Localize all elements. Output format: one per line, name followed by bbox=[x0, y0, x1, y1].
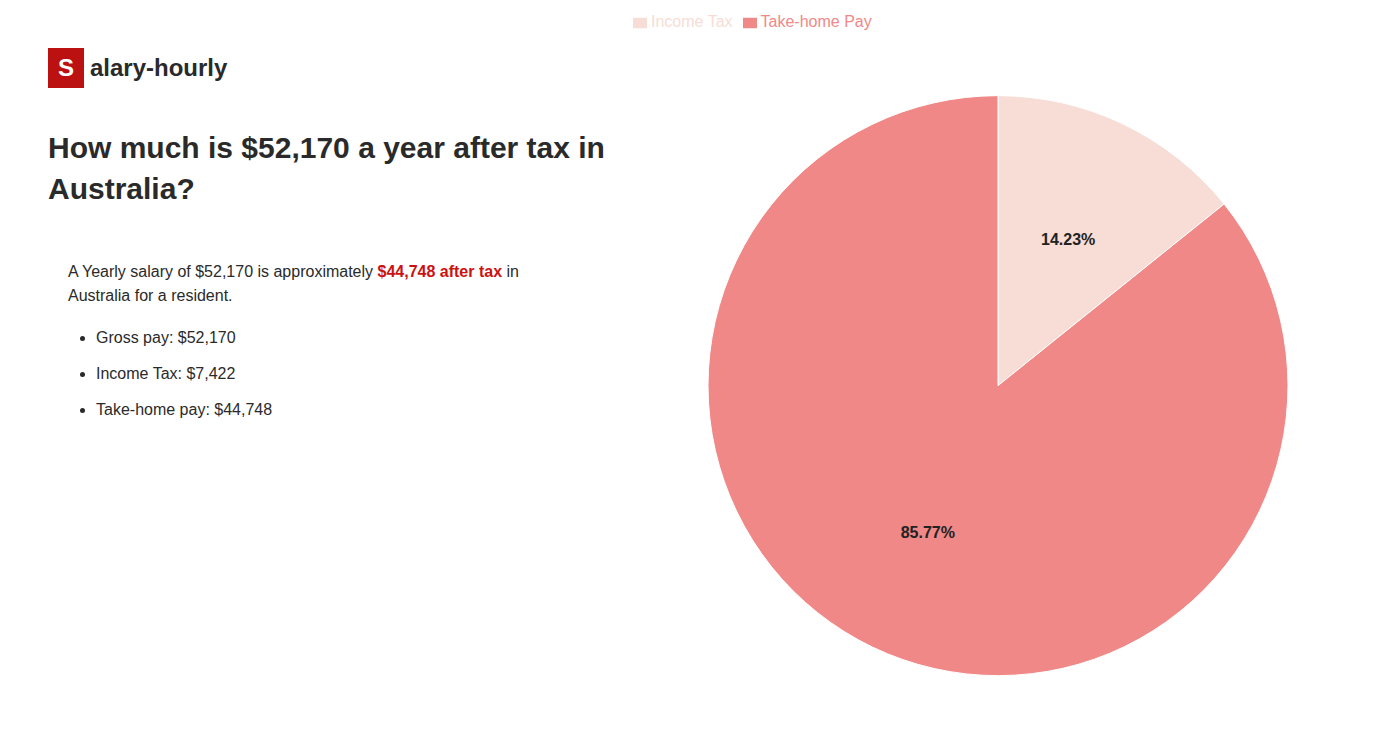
html-text:S: S bbox=[58, 54, 74, 81]
html-text:Australia for a resident.: Australia for a resident. bbox=[68, 287, 233, 304]
html-text:Gross pay: $52,170: Gross pay: $52,170 bbox=[96, 329, 236, 346]
html-text:Australia?: Australia? bbox=[48, 171, 195, 205]
html-text:A Yearly salary of $52,170 is: A Yearly salary of $52,170 is approximat… bbox=[68, 263, 519, 280]
html-text:Take-home pay: $44,748: Take-home pay: $44,748 bbox=[96, 401, 273, 418]
html-text:How much is $52,170 a year aft: How much is $52,170 a year after tax in bbox=[48, 131, 605, 164]
html-text:Take-home Pay: Take-home Pay bbox=[760, 13, 872, 30]
html-text:Income Tax: $7,422: Income Tax: $7,422 bbox=[96, 365, 236, 382]
svg-text:85.77%: 85.77% bbox=[901, 524, 955, 541]
html-text:alary-hourly: alary-hourly bbox=[90, 54, 228, 81]
svg-text:14.23%: 14.23% bbox=[1041, 231, 1095, 248]
html-text:Income Tax: Income Tax bbox=[651, 13, 733, 30]
